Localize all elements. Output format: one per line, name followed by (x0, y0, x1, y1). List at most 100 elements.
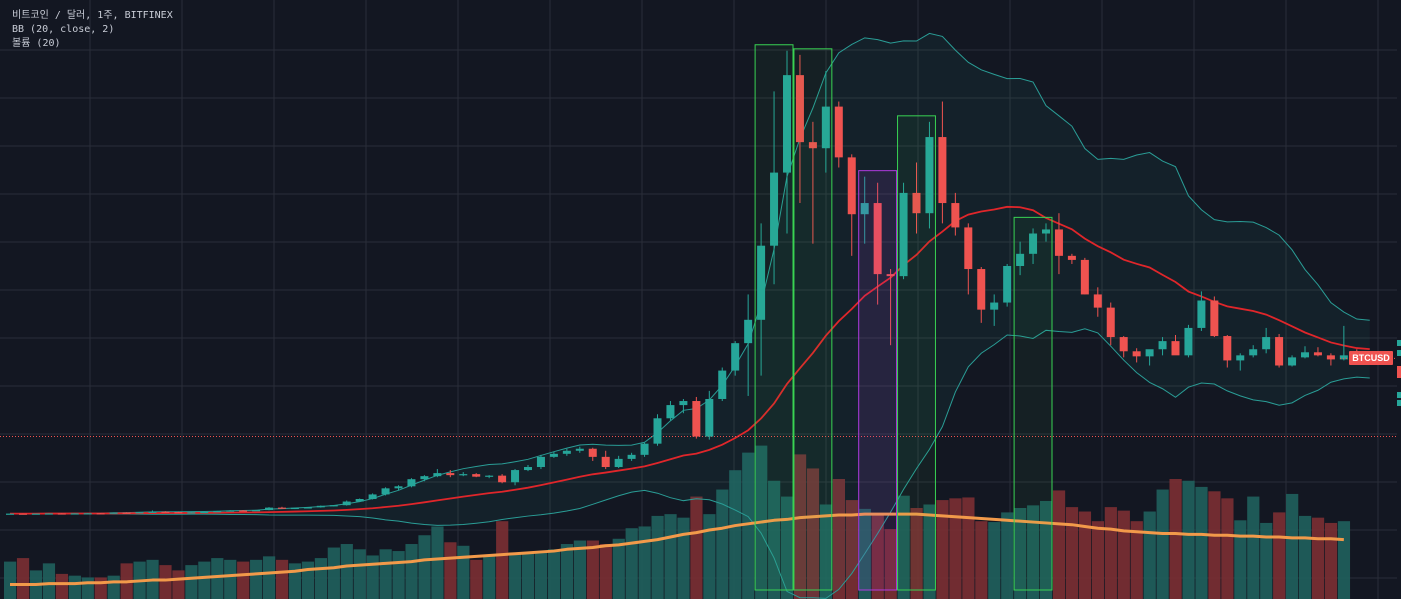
candle-body (407, 479, 416, 487)
volume-bar (1299, 515, 1312, 599)
volume-bar (599, 544, 612, 599)
volume-bar (431, 526, 444, 599)
volume-bar (470, 559, 483, 599)
candle-body (1301, 352, 1309, 358)
candle-body (1042, 229, 1050, 234)
volume-bar (1027, 505, 1040, 599)
volume-bar (94, 577, 107, 599)
candle-body (718, 370, 727, 399)
candle-body (148, 511, 157, 513)
candle-body (575, 448, 584, 451)
candle-body (135, 512, 144, 514)
candle-body (459, 474, 468, 476)
volume-bar (55, 573, 68, 599)
volume-bar (250, 559, 263, 599)
highlight-box-green (897, 115, 936, 591)
volume-indicator-label[interactable]: 볼륨 (20) (12, 38, 61, 49)
candle-body (847, 157, 856, 215)
volume-bar (185, 565, 198, 599)
volume-bar (1078, 511, 1092, 599)
volume-bar (314, 558, 327, 599)
axis-marker (1397, 366, 1401, 372)
volume-bar (781, 496, 794, 599)
volume-bar (327, 547, 340, 599)
volume-bar (1130, 521, 1143, 599)
volume-bar (42, 563, 56, 599)
highlight-box-purple (858, 170, 898, 591)
volume-bar (509, 554, 522, 599)
candle-body (394, 486, 403, 489)
volume-bar (1324, 522, 1338, 599)
candle-body (951, 203, 960, 228)
volume-bar (729, 470, 742, 599)
volume-bar (288, 563, 302, 599)
volume-bar (198, 561, 211, 599)
axis-marker (1397, 400, 1401, 406)
candle-body (1119, 337, 1128, 352)
volume-bar (884, 529, 897, 599)
volume-bar (237, 561, 250, 599)
candle-body (1016, 253, 1025, 266)
candle-body (1275, 337, 1284, 366)
candle-body (1171, 341, 1180, 356)
volume-bar (1156, 489, 1169, 599)
candle-body (770, 172, 779, 246)
candle-body (44, 513, 53, 515)
volume-bar (975, 521, 988, 599)
candle-body (679, 401, 688, 406)
volume-bar (301, 561, 315, 599)
volume-bar (418, 535, 431, 599)
volume-bar (638, 526, 651, 599)
highlight-box-green (793, 48, 833, 591)
candle-body (1339, 355, 1348, 360)
volume-bar (768, 480, 781, 599)
volume-bar (263, 556, 276, 599)
candle-body (614, 458, 623, 468)
symbol-title[interactable]: 비트코인 / 달러, 1주, BITFINEX (12, 10, 173, 21)
volume-bar (871, 513, 884, 599)
candle-body (692, 401, 701, 437)
volume-bar (224, 559, 237, 599)
candle-body (1132, 351, 1141, 357)
bollinger-bands (9, 32, 1370, 599)
bb-lower (9, 328, 1370, 599)
volume-bars (4, 445, 1351, 599)
volume-bar (1117, 510, 1130, 599)
candle-body (1067, 255, 1076, 260)
candle-body (18, 513, 27, 515)
candle-body (433, 473, 442, 477)
volume-bar (340, 544, 353, 599)
candle-body (653, 418, 662, 444)
volume-bar (819, 504, 833, 599)
volume-bar (586, 540, 599, 599)
candle-body (938, 137, 947, 204)
candle-body (277, 507, 286, 509)
candle-body (1093, 294, 1102, 308)
candle-body (925, 137, 934, 214)
candle-body (511, 470, 520, 483)
volume-bar (677, 517, 690, 599)
candle-body (485, 475, 494, 477)
candle-body (834, 106, 843, 158)
axis-marker (1397, 350, 1401, 356)
candle-body (213, 511, 222, 513)
volume-bar (68, 575, 81, 599)
candle-body (601, 456, 610, 468)
volume-bar (547, 549, 561, 599)
candle-body (174, 512, 183, 514)
volume-bar (1091, 521, 1104, 599)
bb-indicator-label[interactable]: BB (20, close, 2) (12, 24, 115, 35)
candle-body (187, 512, 196, 514)
candle-body (783, 75, 791, 173)
volume-bar (962, 497, 975, 599)
volume-bar (4, 561, 17, 599)
candle-body (265, 507, 273, 511)
candle-body (990, 302, 999, 310)
volume-bar (988, 522, 1001, 599)
volume-bar (1221, 498, 1234, 599)
volume-bar (1311, 517, 1325, 599)
volume-bar (1208, 491, 1221, 599)
volume-bar (392, 551, 405, 599)
